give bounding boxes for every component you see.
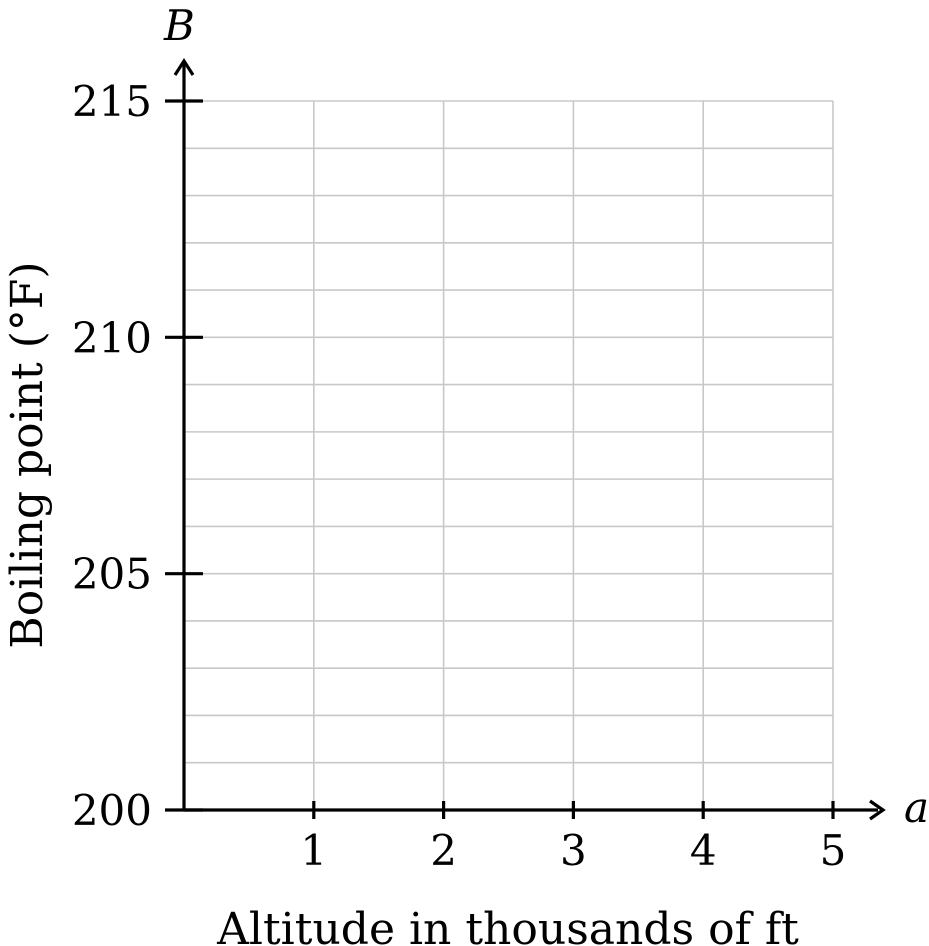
axes: [173, 58, 886, 821]
x-tick-label: 1: [300, 826, 327, 875]
y-tick-label: 205: [72, 550, 152, 599]
x-tick-label: 3: [560, 826, 587, 875]
tick-labels: 1 2 3 4 5 200 205 210 215: [72, 77, 847, 875]
grid: [184, 100, 834, 810]
x-tick-label: 4: [690, 826, 717, 875]
y-tick-label: 210: [72, 313, 152, 362]
y-tick-label: 215: [72, 77, 152, 126]
x-tick-label: 2: [430, 826, 457, 875]
y-tick-label: 200: [72, 786, 152, 835]
x-axis-variable: a: [904, 783, 929, 832]
x-axis-arrow: [869, 799, 886, 821]
x-axis-title: Altitude in thousands of ft: [216, 904, 799, 946]
y-axis-title: Boiling point (°F): [2, 261, 53, 648]
x-tick-label: 5: [820, 826, 847, 875]
ticks: [165, 99, 835, 819]
y-axis-variable: B: [163, 1, 195, 50]
y-axis-arrow: [173, 58, 195, 76]
